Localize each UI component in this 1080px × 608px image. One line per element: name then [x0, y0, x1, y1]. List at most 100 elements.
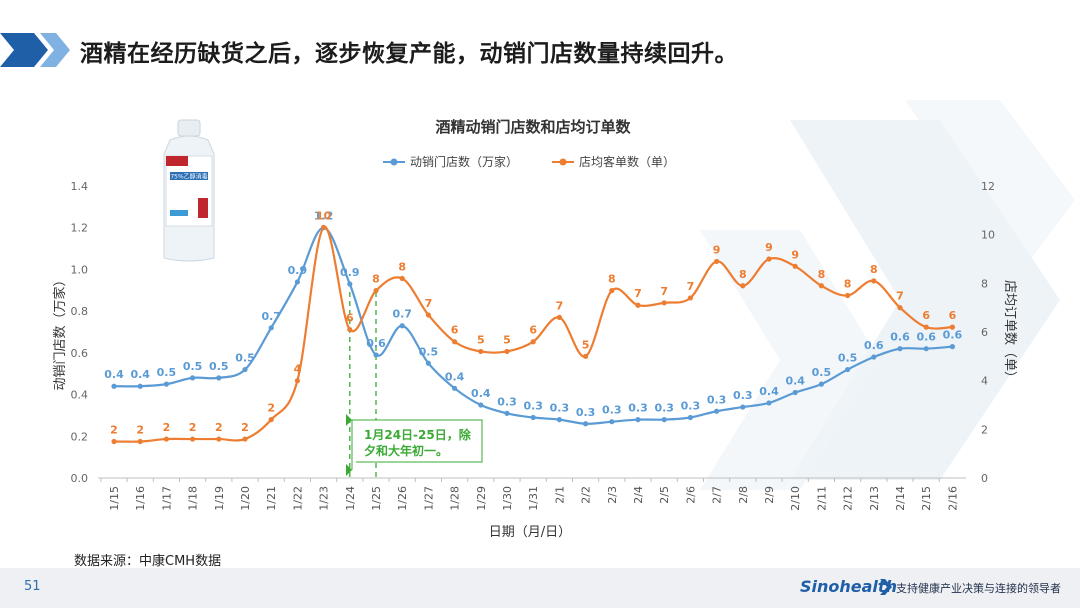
stores-data-label: 0.5 [183, 360, 203, 373]
x-tick-label: 1/22 [291, 486, 304, 511]
chevron-light-icon [40, 33, 70, 67]
stores-data-label: 0.5 [419, 345, 439, 358]
annotation-line-1: 1月24日-25日，除 [364, 427, 472, 442]
orders-point [556, 314, 563, 320]
stores-point [635, 417, 641, 423]
x-tick-label: 2/5 [658, 486, 671, 504]
stores-data-label: 0.4 [785, 374, 805, 387]
stores-data-label: 0.4 [445, 370, 465, 383]
x-tick-label: 1/30 [501, 486, 514, 511]
x-tick-label: 1/29 [475, 486, 488, 511]
stores-data-label: 0.3 [628, 402, 648, 415]
stores-point [163, 381, 169, 387]
x-tick-label: 1/24 [344, 486, 357, 511]
orders-point [242, 436, 248, 442]
series-labels: 0.4 0.4 0.5 0.5 0.5 0.5 0.7 0.9 1.2 0.9 0.6 0.7 0.5 0… [104, 209, 962, 436]
x-tick-label: 1/23 [318, 486, 331, 511]
orders-data-label: 8 [870, 263, 878, 276]
orders-data-label: 7 [634, 287, 642, 300]
x-tick-label: 2/14 [894, 486, 907, 511]
orders-data-label: 4 [294, 363, 302, 376]
y-left-tick-label: 0.0 [71, 472, 89, 485]
orders-point [661, 300, 667, 306]
stores-point [740, 404, 746, 410]
orders-data-label: 7 [556, 299, 564, 312]
holiday-annotation: 1月24日-25日，除 夕和大年初一。 [346, 414, 483, 476]
stores-point [347, 281, 353, 287]
orders-data-label: 2 [215, 421, 223, 434]
stores-data-label: 0.4 [130, 368, 150, 381]
chevron-dark-icon [0, 33, 48, 67]
orders-point [452, 339, 458, 345]
stores-data-label: 0.3 [733, 389, 753, 402]
x-tick-label: 1/18 [187, 486, 200, 511]
stores-data-label: 0.5 [235, 352, 255, 365]
stores-data-label: 0.9 [288, 264, 308, 277]
orders-point [111, 438, 117, 445]
series-points [111, 224, 956, 445]
y-right-tick-label: 12 [981, 180, 995, 193]
y-right-tick-label: 8 [981, 277, 988, 290]
y-right-tick-label: 4 [981, 375, 988, 388]
stores-data-label: 0.5 [157, 366, 177, 379]
x-tick-label: 1/25 [370, 486, 383, 511]
x-tick-label: 1/17 [160, 486, 173, 511]
legend-label-stores: 动销门店数（万家） [410, 154, 518, 169]
y-right-tick-label: 0 [981, 472, 988, 485]
x-tick-label: 2/11 [815, 486, 828, 511]
orders-data-label: 9 [791, 248, 799, 261]
orders-point [635, 302, 641, 308]
stores-point [478, 402, 484, 408]
stores-data-label: 0.4 [759, 385, 779, 398]
stores-point [609, 419, 615, 425]
x-tick-label: 1/27 [422, 486, 435, 511]
stores-point [268, 325, 274, 331]
stores-data-label: 0.6 [916, 331, 936, 344]
x-tick-label: 2/15 [920, 486, 933, 511]
stores-data-label: 0.9 [340, 266, 360, 279]
x-tick-label: 1/16 [134, 486, 147, 511]
stores-data-label: 0.6 [864, 339, 884, 352]
page-number: 51 [24, 579, 41, 594]
orders-point [871, 278, 877, 284]
stores-point [137, 383, 143, 389]
orders-data-label: 5 [477, 333, 485, 346]
orders-data-label: 9 [713, 243, 721, 256]
stores-point [216, 375, 222, 381]
orders-point [923, 324, 929, 330]
stores-point [111, 383, 117, 389]
orders-point [425, 312, 431, 318]
slide-title: 酒精在经历缺货之后，逐步恢复产能，动销门店数量持续回升。 [80, 41, 738, 67]
y-left-tick-label: 1.2 [71, 222, 89, 235]
orders-data-label: 8 [739, 268, 747, 281]
y-left-tick-label: 0.8 [71, 305, 89, 318]
x-tick-label: 2/2 [580, 486, 593, 504]
stores-point [923, 346, 929, 352]
y-axis-left-label: 动销门店数（万家） [52, 273, 68, 390]
stores-data-label: 0.5 [209, 360, 229, 373]
orders-point [740, 283, 746, 289]
orders-point [373, 288, 379, 294]
y-left-tick-label: 1.0 [71, 263, 89, 276]
orders-point [163, 436, 169, 442]
x-tick-label: 2/9 [763, 486, 776, 504]
orders-point [530, 339, 536, 345]
stores-point [504, 410, 510, 416]
orders-point [792, 263, 798, 269]
orders-data-label: 8 [608, 273, 616, 286]
stores-point [818, 381, 825, 387]
orders-data-label: 8 [372, 273, 380, 286]
orders-point [478, 348, 484, 355]
orders-data-label: 8 [818, 268, 826, 281]
stores-point [687, 414, 694, 421]
stores-point [530, 414, 536, 421]
stores-point [792, 389, 798, 396]
stores-data-label: 0.4 [104, 368, 124, 381]
orders-point [818, 283, 825, 289]
x-tick-label: 2/8 [737, 486, 750, 504]
y-right-tick-label: 10 [981, 229, 995, 242]
orders-point [294, 378, 300, 384]
stores-point [661, 417, 667, 423]
stores-point [452, 385, 458, 391]
data-source-note: 数据来源：中康CMH数据 [74, 554, 222, 569]
